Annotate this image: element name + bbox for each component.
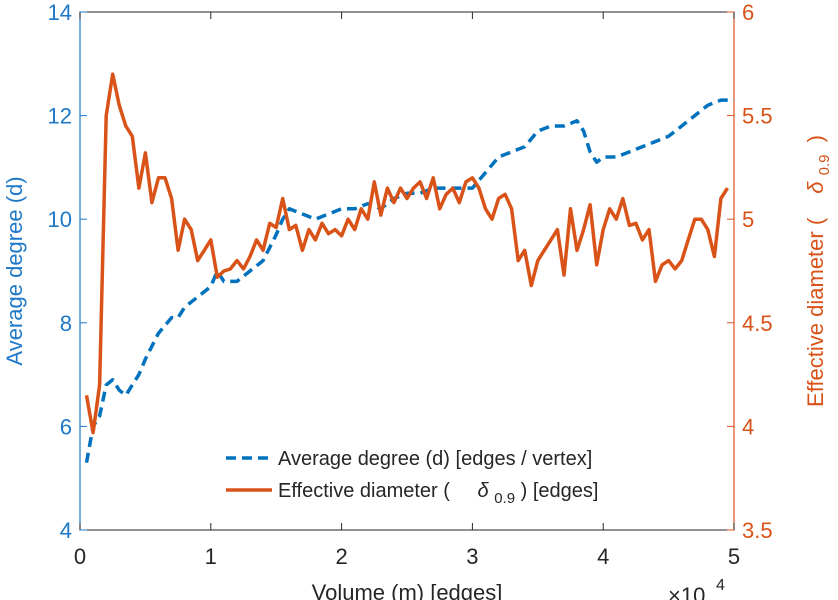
- svg-text:Effective diameter ( δ: Effective diameter ( δ 0.9 ): [803, 135, 834, 407]
- series-line-effective-diameter: [84, 72, 729, 435]
- x-tick-label: 0: [74, 544, 86, 569]
- legend-box: [218, 436, 668, 508]
- legend-diameter-suffix: ) [edges]: [521, 480, 599, 502]
- x-exponent-power: 4: [716, 577, 725, 594]
- x-tick-label: 1: [205, 544, 217, 569]
- y-right-tick-label: 6: [742, 0, 754, 25]
- x-tick-label: 2: [335, 544, 347, 569]
- y-right-tick-label: 3.5: [742, 518, 773, 543]
- y-left-tick-label: 8: [60, 311, 72, 336]
- y-left-tick-label: 14: [48, 0, 72, 25]
- y-right-tick-label: 4: [742, 414, 754, 439]
- y-left-tick-label: 4: [60, 518, 72, 543]
- legend-label-diameter-text: Effective diameter ( δ 0.9 ) [edges]: [278, 480, 598, 508]
- legend-label-degree: Average degree (d) [edges / vertex]: [278, 448, 592, 470]
- x-exponent-base: ×10: [668, 583, 705, 600]
- y-left-tick-label: 10: [48, 207, 72, 232]
- x-tick-label: 5: [728, 544, 740, 569]
- x-tick-label: 3: [466, 544, 478, 569]
- y-right-label-suffix: ): [803, 135, 828, 142]
- y-right-label-prefix: Effective diameter (: [803, 217, 828, 407]
- x-axis-label: Volume (m) [edges]: [312, 580, 503, 600]
- legend-diameter-symbol: δ: [478, 480, 490, 502]
- legend-diameter-subscript: 0.9: [494, 490, 515, 507]
- x-tick-label: 4: [597, 544, 609, 569]
- y-right-tick-label: 5: [742, 207, 754, 232]
- legend-diameter-prefix: Effective diameter (: [278, 480, 450, 502]
- y-right-tick-label: 4.5: [742, 311, 773, 336]
- y-right-label-subscript: 0.9: [816, 154, 833, 175]
- y-axis-right-label: Effective diameter ( δ 0.9 ): [803, 135, 834, 407]
- y-left-tick-label: 12: [48, 104, 72, 129]
- y-right-label-symbol: δ: [803, 181, 828, 194]
- legend: Average degree (d) [edges / vertex] Effe…: [218, 436, 668, 508]
- series-layer: [84, 72, 734, 464]
- y-left-tick-label: 6: [60, 414, 72, 439]
- y-right-tick-label: 5.5: [742, 104, 773, 129]
- y-axis-left-label: Average degree (d): [2, 176, 27, 365]
